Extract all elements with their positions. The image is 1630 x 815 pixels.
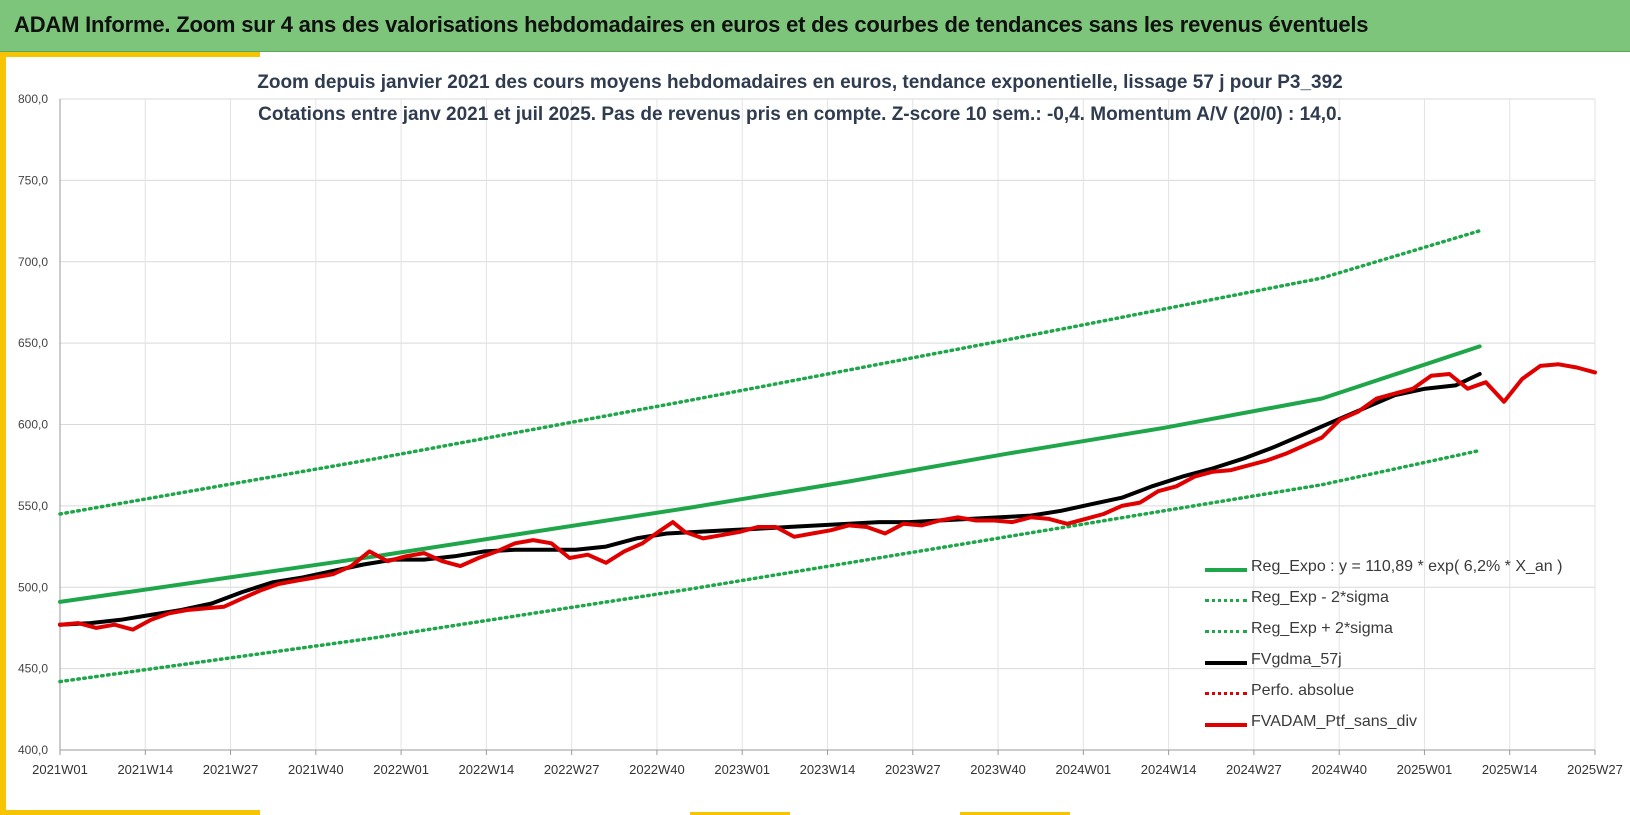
chart-series [58,229,1597,684]
x-tick-label: 2024W01 [1056,762,1112,777]
legend-item-reg-exp-minus-2sigma: Reg_Exp - 2*sigma [1205,584,1585,615]
legend-item-reg-expo: Reg_Expo : y = 110,89 * exp( 6,2% * X_an… [1205,553,1585,584]
series-line-fvadam-ptf-sans-div [58,362,1597,632]
y-tick-label: 600,0 [18,418,48,432]
series-line-reg-exp-plus-2sigma [58,229,1482,516]
legend-item-reg-exp-plus-2sigma: Reg_Exp + 2*sigma [1205,615,1585,646]
legend-swatch [1205,599,1247,602]
legend-swatch [1205,692,1247,695]
x-axis: 2021W01 2021W14 2021W27 2021W40 2022W01 2022W… [32,749,1623,777]
y-tick-label: 700,0 [18,255,48,269]
y-axis: 400,0 450,0 500,0 550,0 600,0 650,0 700,0 750,0… [18,92,61,757]
x-tick-label: 2022W14 [459,762,515,777]
legend-label: Reg_Exp - 2*sigma [1251,589,1389,606]
series-line-reg-exp-minus-2sigma [58,448,1482,684]
x-tick-label: 2021W40 [288,762,344,777]
frame-accent-bottom-right [960,812,1070,815]
frame-accent-top [0,52,260,57]
legend-swatch [1205,661,1247,665]
frame-accent-bottom-mid [690,812,790,815]
chart-title: Zoom depuis janvier 2021 des cours moyen… [257,72,1343,93]
legend-label: FVADAM_Ptf_sans_div [1251,713,1417,730]
legend-item-fvadam-ptf-sans-div: FVADAM_Ptf_sans_div [1205,708,1585,739]
x-tick-label: 2021W14 [117,762,173,777]
legend-label: Reg_Exp + 2*sigma [1251,620,1393,637]
legend-item-perfo-absolue: Perfo. absolue [1205,677,1585,708]
legend-label: Reg_Expo : y = 110,89 * exp( 6,2% * X_an… [1251,558,1563,575]
x-tick-label: 2022W40 [629,762,685,777]
y-tick-label: 650,0 [18,336,48,350]
x-tick-label: 2025W14 [1482,762,1538,777]
x-tick-label: 2023W14 [800,762,856,777]
y-tick-label: 800,0 [18,92,48,106]
x-tick-label: 2023W27 [885,762,941,777]
y-tick-label: 500,0 [18,580,48,594]
chart-subtitle: Cotations entre janv 2021 et juil 2025. … [258,104,1342,125]
x-tick-label: 2023W01 [714,762,770,777]
frame-accent-bottom [0,810,260,815]
x-tick-label: 2024W27 [1226,762,1282,777]
x-tick-label: 2024W14 [1141,762,1197,777]
y-tick-label: 400,0 [18,743,48,757]
y-tick-label: 550,0 [18,499,48,513]
frame-accent-left [0,52,6,815]
x-tick-label: 2025W27 [1567,762,1623,777]
legend-swatch [1205,723,1247,727]
x-tick-label: 2021W27 [203,762,259,777]
legend-swatch [1205,630,1247,633]
x-tick-label: 2022W27 [544,762,600,777]
x-tick-label: 2023W40 [970,762,1026,777]
x-tick-label: 2024W40 [1311,762,1367,777]
x-tick-label: 2022W01 [373,762,429,777]
y-tick-label: 450,0 [18,662,48,676]
legend-item-fvgdma-57j: FVgdma_57j [1205,646,1585,677]
x-tick-label: 2021W01 [32,762,88,777]
x-tick-label: 2025W01 [1397,762,1453,777]
legend-swatch [1205,568,1247,572]
legend-label: Perfo. absolue [1251,682,1355,699]
series-line-reg-expo [58,344,1482,604]
legend-label: FVgdma_57j [1251,651,1342,668]
report-banner: ADAM Informe. Zoom sur 4 ans des valoris… [0,0,1630,52]
y-tick-label: 750,0 [18,173,48,187]
chart-area [6,57,1626,809]
banner-title: ADAM Informe. Zoom sur 4 ans des valoris… [14,12,1369,37]
chart-legend: Reg_Expo : y = 110,89 * exp( 6,2% * X_an… [1205,553,1585,739]
